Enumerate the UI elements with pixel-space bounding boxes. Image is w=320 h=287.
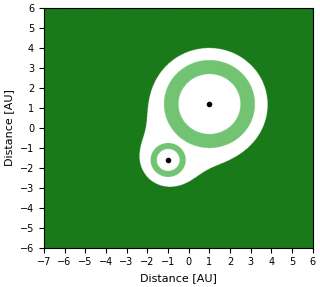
- Y-axis label: Distance [AU]: Distance [AU]: [4, 90, 14, 166]
- X-axis label: Distance [AU]: Distance [AU]: [140, 273, 217, 283]
